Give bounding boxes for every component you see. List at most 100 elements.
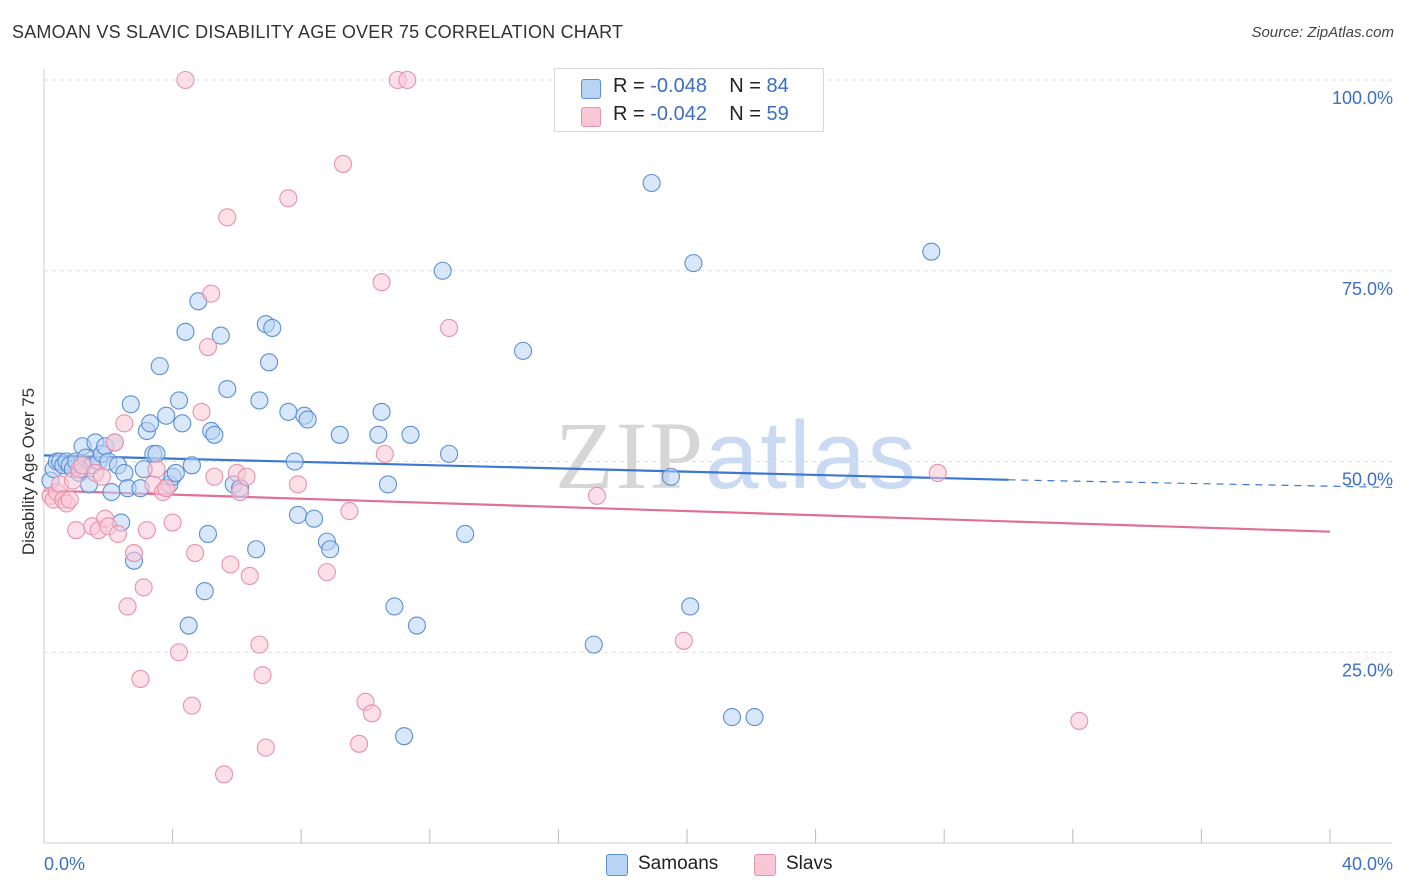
slav-point	[288, 475, 308, 494]
samoan-point	[179, 616, 198, 635]
slav-point	[340, 502, 359, 521]
samoan-point	[147, 444, 166, 463]
samoan-point	[205, 425, 224, 444]
y-tick-label: 50.0%	[1342, 470, 1393, 490]
samoan-point	[433, 261, 452, 280]
samoan-point	[285, 452, 304, 471]
slav-point	[134, 578, 153, 597]
bottom-legend-label-slavs: Slavs	[786, 853, 833, 874]
samoan-swatch-icon	[581, 79, 601, 99]
slav-point	[279, 189, 298, 208]
samoan-point	[378, 475, 398, 494]
slav-point	[440, 318, 459, 338]
samoan-point	[369, 425, 388, 444]
y-tick-label: 75.0%	[1342, 279, 1393, 299]
y-axis-label: Disability Age Over 75	[19, 388, 38, 555]
samoan-point	[407, 616, 426, 635]
slav-point	[182, 696, 201, 715]
slav-point	[587, 486, 607, 505]
samoan-point	[247, 540, 266, 559]
samoan-point	[684, 254, 703, 273]
slav-point	[928, 463, 947, 482]
samoan-point	[288, 505, 308, 524]
slav-point	[131, 669, 150, 689]
bottom-legend-label-samoans: Samoans	[638, 853, 719, 874]
watermark-atlas: atlas	[705, 402, 918, 509]
samoan-point	[330, 425, 349, 444]
samoan-point	[321, 540, 340, 559]
grid-lines	[44, 79, 1392, 653]
legend-text-slavs: R = -0.042 N = 59	[613, 103, 789, 125]
slav-points	[41, 70, 1089, 784]
samoan-point	[305, 509, 324, 528]
x-tick-label-max: 40.0%	[1342, 854, 1393, 874]
slav-trend-line	[43, 489, 1331, 533]
samoan-point	[385, 597, 404, 616]
samoan-point	[157, 406, 176, 425]
samoan-point	[141, 414, 160, 433]
slav-point	[221, 555, 240, 574]
slav-point	[157, 479, 176, 498]
slav-point	[115, 414, 134, 433]
samoan-legend-swatch-icon	[606, 854, 628, 876]
slav-point	[205, 467, 224, 486]
samoan-point	[584, 635, 603, 654]
slav-point	[67, 521, 86, 540]
slav-point	[137, 521, 156, 540]
samoan-point	[372, 402, 391, 421]
source-label: Source: ZipAtlas.com	[1251, 24, 1394, 41]
samoan-point	[115, 463, 134, 482]
samoan-points	[41, 173, 941, 746]
samoan-point	[745, 708, 764, 727]
slav-point	[372, 273, 391, 292]
samoan-trend-line	[43, 454, 1009, 481]
slav-point	[192, 402, 211, 421]
samoan-point	[166, 463, 185, 482]
slav-swatch-icon	[581, 107, 601, 127]
y-tick-labels: 25.0% 50.0% 75.0% 100.0%	[1332, 88, 1393, 680]
samoan-point	[121, 395, 140, 414]
x-tick-label-min: 0.0%	[44, 854, 85, 874]
legend-text-samoans: R = -0.048 N = 84	[613, 75, 789, 97]
samoan-point	[182, 456, 201, 475]
slav-point	[92, 467, 111, 486]
samoan-point	[176, 322, 195, 341]
slav-point	[317, 563, 336, 582]
slav-point	[124, 544, 144, 563]
slav-point	[674, 631, 693, 650]
samoan-point	[401, 425, 420, 444]
axes	[43, 69, 1392, 844]
slav-point	[253, 666, 272, 685]
slav-r-value: -0.042	[650, 103, 707, 125]
samoan-point	[259, 353, 279, 372]
samoan-point	[198, 524, 218, 544]
samoan-point	[211, 326, 230, 345]
samoan-point	[169, 391, 189, 410]
samoan-point	[922, 242, 941, 261]
slav-point	[231, 482, 250, 502]
samoan-point	[456, 524, 475, 544]
samoan-point	[642, 173, 661, 193]
samoan-point	[102, 482, 121, 502]
slav-point	[214, 765, 234, 784]
slav-point	[333, 154, 353, 173]
samoan-point	[513, 341, 533, 360]
slav-point	[163, 513, 182, 532]
slav-point	[108, 524, 127, 544]
samoan-point	[298, 410, 317, 429]
samoan-point	[661, 467, 680, 486]
legend: R = -0.048 N = 84 R = -0.042 N = 59	[554, 68, 824, 132]
slav-point	[240, 566, 259, 586]
slav-point	[176, 70, 195, 90]
y-tick-label: 100.0%	[1332, 88, 1393, 108]
slav-n-value: 59	[766, 103, 789, 125]
slav-point	[147, 460, 166, 479]
samoan-point	[150, 357, 169, 376]
trend-lines	[43, 454, 1393, 533]
slav-point	[375, 444, 394, 463]
y-tick-label: 25.0%	[1342, 660, 1393, 680]
samoan-point	[218, 379, 237, 399]
slav-point	[398, 70, 417, 90]
samoan-point	[279, 402, 298, 421]
samoan-r-value: -0.048	[650, 75, 707, 97]
